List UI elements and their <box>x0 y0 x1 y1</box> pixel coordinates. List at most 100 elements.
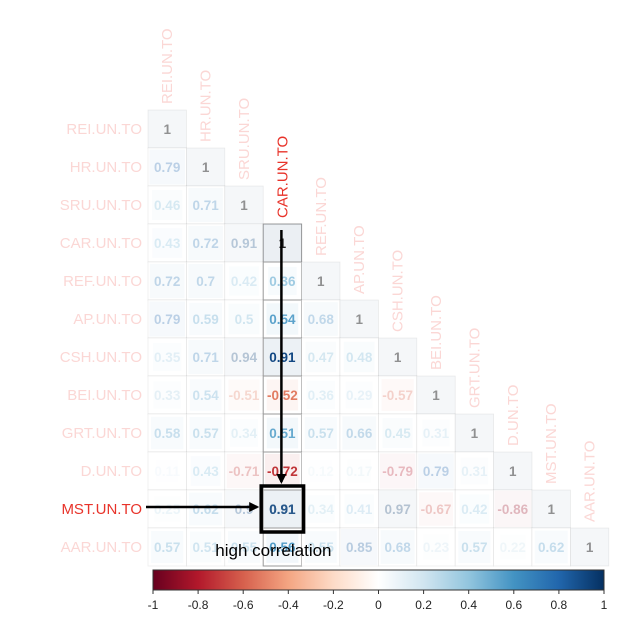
cell-fill <box>416 376 456 414</box>
column-labels: REI.UN.TO HR.UN.TO SRU.UN.TO CAR.UN.TO REF.U… <box>159 28 598 522</box>
cell-value-label: 1 <box>586 540 594 555</box>
cell-fill <box>266 531 299 563</box>
cell-fill <box>154 496 181 522</box>
cell-fill <box>304 417 337 449</box>
cell-fill <box>188 187 223 223</box>
cell-value-label: 0.43 <box>154 236 181 251</box>
heatmap-cell <box>493 489 533 529</box>
cell-fill <box>345 381 373 409</box>
cell-value-label: 0.34 <box>308 502 335 517</box>
heatmap-cell <box>416 527 456 567</box>
heatmap-cell <box>185 261 226 301</box>
cell-value-label: 0.33 <box>154 388 181 403</box>
cell-value-label: 0.54 <box>192 388 219 403</box>
column-label-ap-un-to: AP.UN.TO <box>351 225 368 294</box>
cell-value-label: 0.36 <box>308 388 335 403</box>
cell-value-label: 0.79 <box>154 160 180 175</box>
cell-fill <box>309 460 332 482</box>
cell-value-label: 1 <box>317 274 325 289</box>
cell-value-label: 0.85 <box>346 540 373 555</box>
heatmap-cell <box>570 527 610 567</box>
cell-fill <box>305 341 337 373</box>
heatmap-cell <box>224 375 264 415</box>
cell-value-label: 0.31 <box>461 464 488 479</box>
cell-fill <box>304 531 337 563</box>
heatmap-cell <box>147 261 187 301</box>
row-label-grt-un-to: GRT.UN.TO <box>62 425 142 442</box>
heatmap-cell <box>185 527 226 567</box>
cell-value-label: 0.97 <box>384 502 410 517</box>
cell-fill <box>378 490 417 528</box>
column-label-ref-un-to: REF.UN.TO <box>313 177 330 256</box>
column-label-mst-un-to: MST.UN.TO <box>543 403 560 484</box>
heatmap-cell <box>147 337 187 377</box>
cell-fill <box>422 419 450 447</box>
cell-fill <box>188 225 223 261</box>
row-label-mst-un-to: MST.UN.TO <box>61 501 142 518</box>
cell-value-label: -0.51 <box>229 388 260 403</box>
cell-fill <box>303 302 338 336</box>
cell-fill <box>460 457 489 485</box>
row-label-sru-un-to: SRU.UN.TO <box>60 197 142 214</box>
cell-value-label: 0.72 <box>192 236 218 251</box>
heatmap-cell <box>454 527 495 567</box>
cell-value-label: -0.71 <box>229 464 260 479</box>
cell-value-label: 0.43 <box>192 464 219 479</box>
cell-value-label: 0.46 <box>154 198 181 213</box>
heatmap-cell <box>301 527 341 567</box>
heatmap-cell <box>224 223 264 263</box>
row-label-ref-un-to: REF.UN.TO <box>63 273 142 290</box>
cell-fill <box>343 341 375 373</box>
cell-value-label: 0.41 <box>346 502 373 517</box>
cell-value-label: 0.57 <box>154 540 180 555</box>
cell-value-label: 0.79 <box>154 312 180 327</box>
cell-fill <box>419 492 453 526</box>
cell-fill <box>458 531 491 563</box>
cell-fill <box>340 528 378 566</box>
cell-value-label: -0.57 <box>382 388 413 403</box>
heatmap-cell <box>224 527 264 567</box>
cell-value-label: 0.23 <box>423 540 450 555</box>
cell-fill <box>306 380 336 410</box>
color-bar-tick-label: -0.2 <box>323 598 344 612</box>
cell-value-label: 0.62 <box>192 502 218 517</box>
cell-fill <box>532 490 571 528</box>
column-label-rei-un-to: REI.UN.TO <box>159 28 176 104</box>
highlighted-value: 0.91 <box>269 502 296 517</box>
cell-fill <box>301 262 340 300</box>
cell-fill <box>188 339 223 375</box>
cell-fill <box>459 494 490 524</box>
color-bar-tick-label: 0.4 <box>460 598 477 612</box>
cell-value-label: 0.66 <box>346 426 373 441</box>
heatmap-cell <box>531 489 571 529</box>
color-bar-tick-label: 1 <box>601 598 608 612</box>
cell-value-label: 0.9 <box>235 502 254 517</box>
heatmap-cell <box>185 147 226 187</box>
color-bar-tick-label: 0.8 <box>551 598 568 612</box>
row-label-hr-un-to: HR.UN.TO <box>70 159 142 176</box>
cell-value-label: 0.58 <box>154 426 181 441</box>
cell-fill <box>189 417 222 449</box>
cell-fill <box>186 148 225 186</box>
cell-fill <box>534 530 568 564</box>
cell-value-label: -0.67 <box>421 502 452 517</box>
cell-fill <box>342 416 377 450</box>
heatmap-cell <box>493 451 533 491</box>
cell-fill <box>150 416 184 450</box>
heatmap-cell <box>262 527 303 567</box>
row-label-bei-un-to: BEI.UN.TO <box>67 387 142 404</box>
cell-value-label: 0.51 <box>192 540 219 555</box>
cell-value-label: 0.68 <box>308 312 335 327</box>
color-bar-tick-label: 0.2 <box>415 598 432 612</box>
cell-value-label: 0.34 <box>231 426 258 441</box>
heatmap-cell <box>377 489 418 529</box>
column-label-sru-un-to: SRU.UN.TO <box>236 98 253 180</box>
heatmap-cell <box>493 527 533 567</box>
row-label-csh-un-to: CSH.UN.TO <box>60 349 142 366</box>
cell-value-label: 0.12 <box>308 464 334 479</box>
heatmap-cell <box>416 489 456 529</box>
cell-value-label: 0.59 <box>192 312 218 327</box>
cell-value-label: 1 <box>240 198 248 213</box>
cell-fill <box>228 379 260 411</box>
